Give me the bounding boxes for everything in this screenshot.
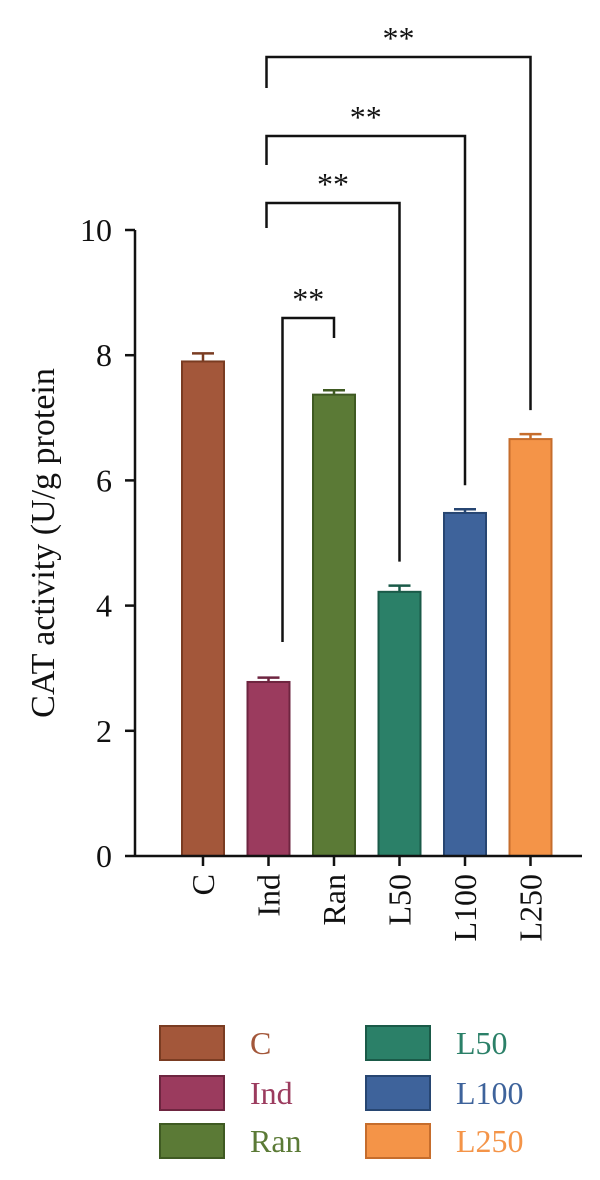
- y-axis-label: CAT activity (U/g protein: [25, 368, 62, 718]
- axes: CAT activity (U/g protein 0 2 4 6 8 10 C Ind Ran…: [25, 212, 582, 942]
- bar-ind: [246, 680, 291, 857]
- significance-bracket: [265, 201, 401, 562]
- legend-swatch-ind: [159, 1075, 225, 1111]
- legend-swatch-c: [159, 1025, 225, 1061]
- x-tick-label-c: C: [185, 874, 221, 895]
- x-tick-label-ran: Ran: [316, 874, 352, 926]
- x-tick-label-l50: L50: [382, 874, 418, 926]
- legend-label-l50: L50: [456, 1025, 508, 1061]
- significance-label: **: [383, 20, 415, 56]
- legend: C Ind Ran L50 L100 L250: [159, 1025, 524, 1159]
- legend-swatch-ran: [159, 1123, 225, 1159]
- significance-brackets: ********: [265, 20, 532, 642]
- legend-label-c: C: [250, 1025, 271, 1061]
- y-tick-label: 10: [80, 212, 112, 248]
- legend-label-l100: L100: [456, 1075, 524, 1111]
- bar-l100: [443, 511, 487, 858]
- x-tick-label-ind: Ind: [251, 874, 287, 917]
- y-tick-label: 8: [96, 337, 112, 373]
- legend-label-l250: L250: [456, 1123, 524, 1159]
- significance-bracket: [281, 316, 336, 642]
- y-tick-label: 4: [96, 588, 112, 624]
- legend-label-ran: Ran: [250, 1123, 302, 1159]
- legend-swatch-l50: [365, 1025, 431, 1061]
- significance-label: **: [292, 281, 324, 317]
- legend-label-ind: Ind: [250, 1075, 293, 1111]
- y-tick-label: 0: [96, 838, 112, 874]
- bar-l250: [508, 438, 553, 857]
- legend-swatch-l100: [365, 1075, 431, 1111]
- significance-label: **: [317, 166, 349, 202]
- x-tick-label-l250: L250: [513, 874, 549, 942]
- y-tick-label: 2: [96, 713, 112, 749]
- x-tick-label-l100: L100: [447, 874, 483, 942]
- significance-bracket: [265, 55, 532, 411]
- significance-label: **: [350, 99, 382, 135]
- bar-l50: [377, 590, 422, 857]
- bar-c: [181, 360, 225, 857]
- significance-bracket: [265, 134, 467, 486]
- y-tick-label: 6: [96, 462, 112, 498]
- bars: [181, 352, 553, 858]
- bar-ran: [312, 393, 356, 857]
- legend-swatch-l250: [365, 1123, 431, 1159]
